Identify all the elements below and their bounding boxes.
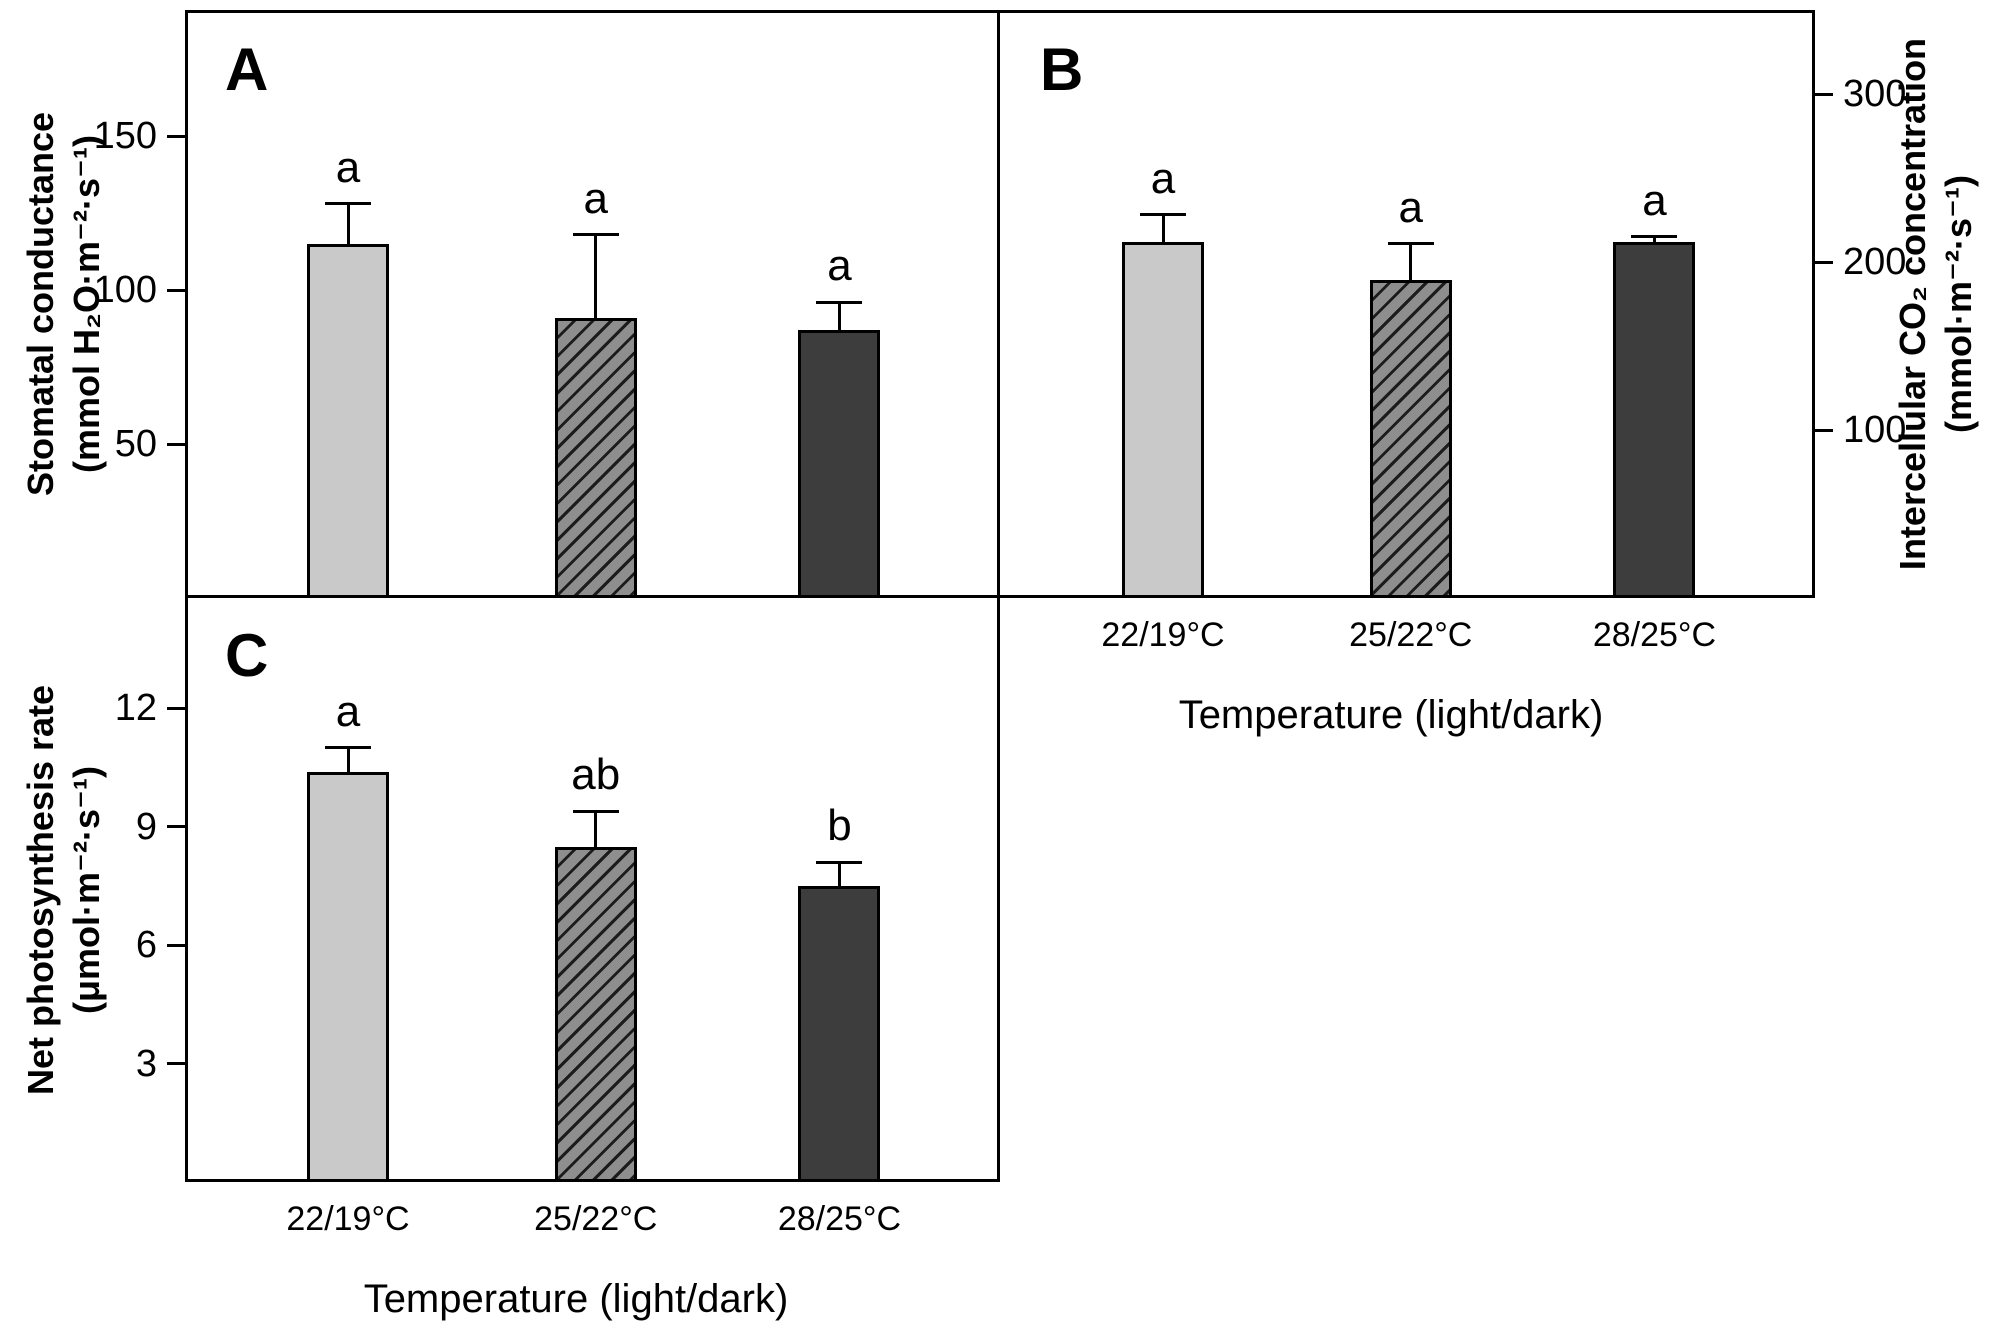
error-bar-stem [837, 302, 841, 331]
y-axis-tick [1815, 428, 1833, 432]
y-axis-tick [1815, 260, 1833, 264]
bar-dark [798, 330, 881, 598]
y-axis-tick [167, 1062, 185, 1066]
y-axis-tick [167, 825, 185, 829]
panel-c-y-axis-title-line2: (μmol·m⁻²·s⁻¹) [66, 766, 107, 1014]
x-category-label: 25/22°C [1349, 616, 1473, 654]
bar-hatch [1369, 280, 1452, 598]
x-category-label: 22/19°C [1101, 616, 1225, 654]
significance-letter: a [1398, 182, 1423, 232]
bar-light [307, 243, 389, 598]
y-axis-tick-label: 9 [135, 805, 157, 848]
error-bar-stem [346, 203, 350, 244]
significance-letter: a [335, 142, 361, 192]
y-axis-tick [167, 706, 185, 710]
error-bar-stem [1161, 214, 1165, 242]
error-bar-stem [346, 747, 350, 772]
bar-dark [1613, 241, 1696, 598]
significance-letter: a [827, 241, 852, 291]
significance-letter: a [1150, 153, 1176, 203]
error-bar-cap [572, 233, 619, 237]
error-bar-cap [1631, 235, 1678, 239]
error-bar-stem [1652, 236, 1656, 242]
bar-light [1122, 241, 1204, 598]
y-axis-tick-label: 150 [93, 115, 157, 158]
bar-light [307, 771, 389, 1182]
panel-a-letter: A [225, 36, 269, 103]
error-bar-cap [816, 300, 863, 304]
significance-letter: a [1642, 175, 1667, 225]
error-bar-cap [1140, 213, 1186, 217]
panel-c-x-axis-title: Temperature (light/dark) [363, 1277, 789, 1321]
y-axis-tick-label: 6 [135, 924, 157, 967]
panel-c-letter: C [225, 622, 269, 689]
x-category-label: 28/25°C [777, 1200, 902, 1238]
bar-hatch [554, 317, 637, 598]
error-bar-stem [837, 862, 841, 887]
y-axis-tick [167, 134, 185, 138]
error-bar-stem [1409, 243, 1413, 281]
significance-letter: a [583, 173, 608, 223]
y-axis-tick-label: 300 [1843, 73, 1907, 115]
bar-hatch [554, 846, 637, 1182]
y-axis-tick-label: 100 [93, 269, 157, 312]
x-category-label: 28/25°C [1592, 616, 1717, 654]
significance-letter: ab [571, 750, 621, 800]
panel-c-y-axis-title-line1: Net photosynthesis rate [20, 684, 61, 1096]
error-bar-stem [594, 234, 598, 318]
bar-dark [798, 886, 881, 1182]
y-axis-tick [167, 943, 185, 947]
panel-b-x-axis-title: Temperature (light/dark) [1178, 693, 1604, 737]
panel-c-y-axis-title: Net photosynthesis rate (μmol·m⁻²·s⁻¹) [18, 596, 110, 1184]
x-category-label: 25/22°C [534, 1200, 658, 1238]
y-axis-tick-label: 12 [114, 687, 157, 730]
error-bar-cap [572, 809, 619, 813]
error-bar-cap [1387, 242, 1434, 246]
panel-b-letter: B [1040, 36, 1084, 103]
significance-letter: b [827, 801, 852, 851]
y-axis-tick-label: 3 [135, 1042, 157, 1085]
y-axis-tick [167, 288, 185, 292]
y-axis-tick [1815, 92, 1833, 96]
y-axis-tick-label: 50 [114, 423, 157, 466]
error-bar-cap [325, 202, 371, 206]
significance-letter: a [335, 686, 361, 736]
y-axis-tick-label: 100 [1843, 409, 1907, 451]
error-bar-stem [594, 811, 598, 847]
error-bar-cap [325, 746, 371, 750]
x-category-label: 22/19°C [286, 1200, 410, 1238]
error-bar-cap [816, 860, 863, 864]
y-axis-tick-label: 200 [1843, 241, 1907, 283]
y-axis-tick [167, 442, 185, 446]
